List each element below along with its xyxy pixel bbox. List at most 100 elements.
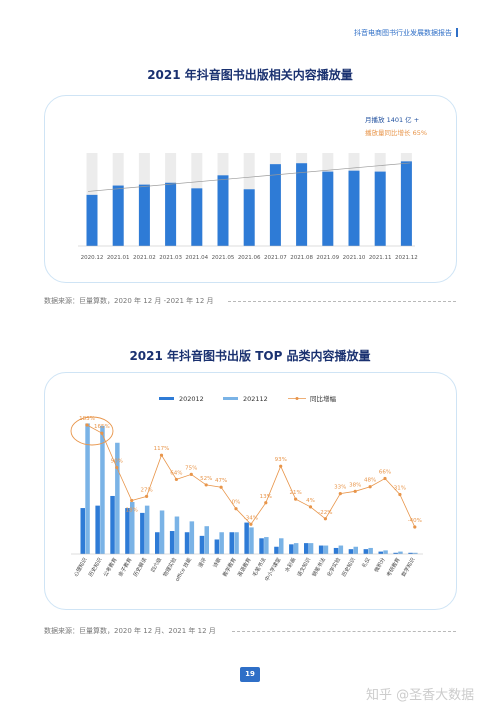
bar-202012 — [289, 544, 294, 554]
bar — [269, 164, 281, 246]
legend-marker-growth — [295, 397, 299, 400]
chart1-svg: 2020.12 2021.01 2021.02 2021.03 2021.04 2021.… — [78, 115, 427, 261]
bar-202112 — [189, 521, 195, 554]
bar-202112 — [219, 532, 224, 554]
growth-data-label: 183% — [79, 416, 95, 422]
x-tick-label: 数学知识 — [399, 556, 416, 578]
chart2-svg: 202012 202112 同比增幅心理知识 历史知识 公考教育 亲子教育 历史解读 四六级物… — [70, 394, 423, 583]
chart2-title: 2021 年抖音图书出版 TOP 品类内容播放量 — [129, 349, 371, 363]
bar-202112 — [383, 550, 388, 554]
bar-202012 — [169, 531, 175, 554]
growth-point — [174, 477, 178, 482]
annotation-growth: 播放量同比增长 65% — [365, 128, 427, 137]
bar-202012 — [363, 549, 369, 554]
growth-point — [279, 464, 283, 468]
growth-data-label: 18% — [126, 507, 138, 513]
chart2-panel: 202012 202112 同比增幅 心理知识 历史知识 公考教育 亲子教育 历史解读 四六级物… — [44, 372, 457, 610]
bar-202112 — [234, 532, 239, 554]
bar — [243, 189, 255, 246]
bar-202012 — [304, 543, 309, 554]
bar-202112 — [144, 505, 150, 554]
growth-point — [189, 472, 193, 476]
growth-data-label: 66% — [379, 470, 391, 476]
bar — [165, 182, 177, 246]
bar-202112 — [130, 502, 135, 554]
growth-data-label: 4% — [306, 498, 315, 504]
chart1-title: 2021 年抖音图书出版相关内容播放量 — [147, 68, 353, 82]
growth-data-label: 90% — [111, 459, 123, 465]
x-tick-label: 钢笔书法 — [310, 556, 327, 578]
x-tick-label: 2021.07 — [264, 255, 287, 261]
growth-data-label: -40% — [408, 518, 422, 524]
growth-point — [323, 517, 327, 521]
x-tick-label: 考研教育 — [384, 556, 401, 578]
x-tick-label: 微积分 — [372, 556, 387, 573]
x-tick-label: 心理知识 — [71, 556, 88, 578]
bar-202012 — [155, 532, 160, 554]
x-tick-label: 2021.11 — [369, 255, 392, 261]
header-accent-bar — [456, 28, 458, 37]
bar — [112, 185, 124, 246]
growth-point — [145, 494, 149, 498]
bar — [374, 171, 386, 246]
growth-point — [413, 525, 417, 529]
x-tick-label: 水彩画 — [283, 556, 298, 573]
bar-202112 — [204, 526, 209, 554]
growth-data-label: -22% — [318, 510, 332, 516]
bar-202112 — [115, 442, 120, 554]
legend-label-growth: 同比增幅 — [310, 394, 337, 403]
growth-point — [249, 522, 253, 526]
bar-202112 — [159, 510, 165, 554]
x-tick-label: 化学实验 — [325, 555, 343, 578]
bar-202012 — [140, 512, 145, 554]
growth-point — [100, 431, 104, 435]
growth-point — [130, 498, 134, 503]
growth-point — [398, 492, 402, 497]
highlight-ellipse — [70, 416, 114, 446]
x-tick-label: 公考教育 — [101, 556, 118, 578]
growth-point — [353, 489, 357, 493]
x-tick-label: 2021.01 — [107, 255, 130, 261]
chart2-source-divider — [232, 631, 456, 632]
bar-202112 — [279, 538, 284, 554]
bar — [400, 161, 412, 246]
x-tick-label: 历史知识 — [340, 556, 357, 578]
bar-202112 — [174, 516, 180, 554]
x-tick-label: 漫评 — [196, 556, 208, 569]
x-tick-label: 英语教育 — [235, 556, 252, 578]
legend-label-202112: 202112 — [243, 395, 268, 403]
bar-202112 — [413, 552, 418, 554]
growth-data-label: -34% — [244, 515, 258, 521]
x-tick-label: 四六级 — [149, 556, 164, 573]
x-tick-label: 教学教育 — [220, 556, 237, 578]
legend-label-202012: 202012 — [179, 395, 204, 403]
bar-202012 — [259, 538, 264, 554]
bar-202112 — [100, 425, 105, 554]
x-tick-label: 2021.05 — [212, 255, 235, 261]
legend-swatch-202012 — [159, 397, 174, 400]
growth-data-label: 13% — [260, 494, 272, 500]
growth-data-label: 38% — [349, 482, 361, 488]
bar — [217, 175, 229, 246]
growth-point — [383, 476, 387, 481]
bar-202112 — [85, 423, 90, 554]
x-tick-label: 语文知识 — [295, 556, 312, 578]
x-tick-label: 2021.02 — [133, 255, 156, 261]
bar-202012 — [80, 508, 85, 554]
bar-202012 — [378, 551, 383, 554]
growth-point — [204, 483, 208, 487]
legend-swatch-202112 — [223, 397, 238, 400]
x-tick-label: 历史知识 — [86, 556, 103, 578]
bar-202112 — [353, 546, 358, 554]
x-tick-label: 诗歌 — [211, 555, 224, 569]
growth-point — [85, 423, 89, 427]
bar-202012 — [348, 549, 354, 554]
x-tick-label: 2021.08 — [290, 255, 313, 261]
x-tick-label: 物理实验 — [161, 555, 179, 578]
bar-202112 — [368, 547, 373, 554]
x-tick-label: 2021.12 — [395, 255, 418, 261]
growth-point — [234, 507, 238, 511]
growth-point — [308, 505, 313, 509]
bar-202012 — [408, 552, 413, 554]
chart1-source: 数据来源：巨量算数，2020 年 12 月 -2021 年 12 月 — [44, 297, 214, 305]
